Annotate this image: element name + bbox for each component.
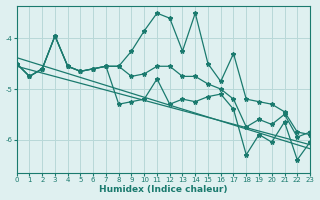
X-axis label: Humidex (Indice chaleur): Humidex (Indice chaleur) bbox=[99, 185, 228, 194]
